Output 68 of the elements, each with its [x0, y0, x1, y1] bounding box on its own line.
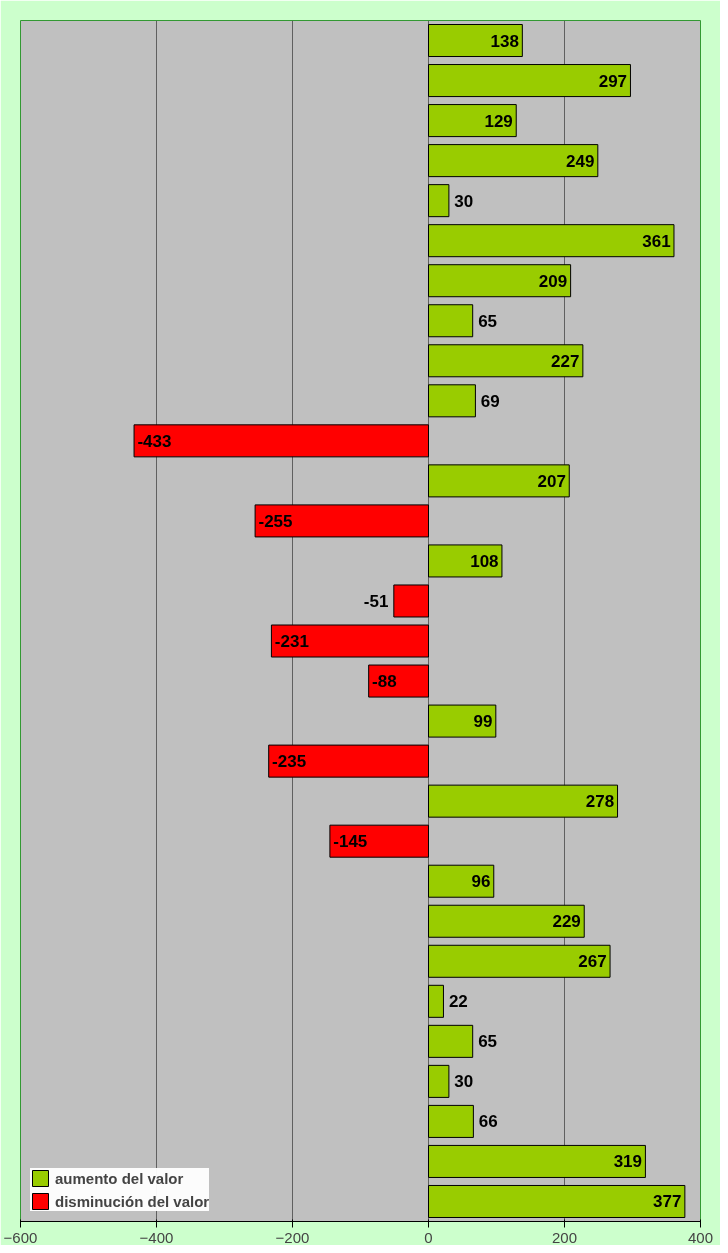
data-label: -231 [274, 632, 309, 652]
legend-label: disminución del valor [55, 1192, 210, 1210]
data-label: 361 [642, 231, 671, 251]
bar [428, 544, 503, 578]
data-label: 209 [538, 271, 568, 291]
bar [428, 24, 523, 58]
bar [428, 984, 444, 1018]
data-label: 138 [490, 31, 519, 51]
data-label: 319 [613, 1152, 643, 1172]
data-label: 69 [480, 391, 500, 411]
bar [428, 104, 517, 138]
data-label: 30 [454, 1072, 474, 1092]
bar [428, 1184, 686, 1218]
bar [428, 304, 474, 338]
data-label: -145 [333, 832, 368, 852]
data-label: 66 [478, 1112, 498, 1132]
data-label: 249 [566, 151, 595, 171]
data-label: 65 [478, 1032, 498, 1052]
data-label: 227 [551, 351, 580, 371]
x-tick-label: −600 [3, 1228, 38, 1246]
bar [268, 744, 429, 778]
data-label: -235 [272, 752, 307, 772]
data-label: 207 [537, 471, 566, 491]
x-tick-label: 0 [424, 1228, 433, 1246]
data-label: 22 [448, 992, 468, 1012]
data-label: 229 [552, 912, 581, 932]
bar [428, 784, 619, 818]
data-label: 297 [598, 71, 628, 91]
bar [368, 664, 429, 698]
data-label: -51 [363, 591, 389, 611]
data-label: 96 [471, 872, 491, 892]
bar [428, 464, 570, 498]
data-label: -255 [258, 511, 293, 531]
bar [428, 1024, 474, 1058]
data-label: 129 [484, 111, 513, 131]
bar [270, 624, 429, 658]
bar [428, 864, 495, 898]
x-tick-label: 200 [551, 1228, 578, 1246]
bar [428, 904, 585, 938]
bar [428, 184, 450, 218]
data-label: 108 [470, 551, 499, 571]
data-label: 65 [478, 311, 498, 331]
legend-label: aumento del valor [55, 1169, 184, 1187]
bar [428, 264, 572, 298]
data-label: -433 [137, 431, 172, 451]
data-label: -88 [372, 672, 397, 692]
bar [393, 584, 429, 618]
bar [428, 704, 497, 738]
bar [428, 64, 631, 98]
bar [428, 344, 584, 378]
x-tick-label: −400 [139, 1228, 174, 1246]
data-label: 278 [585, 792, 615, 812]
bar [254, 504, 429, 538]
data-label: 267 [578, 952, 607, 972]
data-label: 30 [454, 191, 474, 211]
x-tick-label: −200 [275, 1228, 310, 1246]
data-label: 377 [653, 1192, 682, 1212]
bar [428, 1144, 646, 1178]
bar [329, 824, 429, 858]
bar [428, 944, 611, 978]
bar [428, 144, 599, 178]
bar [428, 1104, 474, 1138]
data-label: 99 [473, 712, 493, 732]
bar [428, 384, 476, 418]
bar [428, 1064, 450, 1098]
x-tick-label: 400 [687, 1228, 714, 1246]
bar [133, 424, 429, 458]
bar [428, 224, 675, 258]
